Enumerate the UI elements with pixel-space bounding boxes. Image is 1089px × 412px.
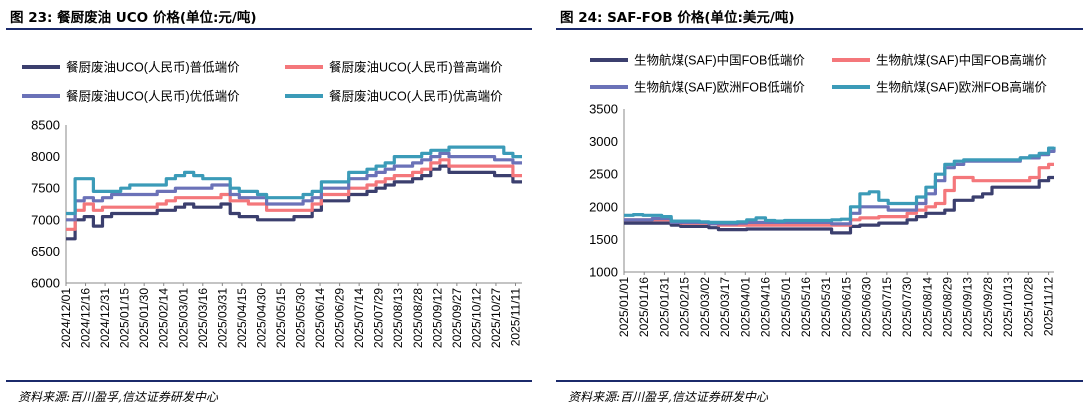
x-tick-label: 2025/08/14 bbox=[920, 277, 934, 337]
y-tick-label: 3000 bbox=[589, 134, 618, 149]
x-tick-label: 2025/01/30 bbox=[137, 288, 151, 348]
x-tick-label: 2025/03/17 bbox=[718, 277, 732, 337]
source-note: 资料来源:百川盈孚,信达证券研发中心 bbox=[18, 390, 218, 404]
x-tick-label: 2025/01/15 bbox=[118, 288, 132, 348]
x-tick-label: 2025/06/14 bbox=[313, 288, 327, 348]
legend-label: 生物航煤(SAF)欧洲FOB高端价 bbox=[876, 80, 1047, 95]
x-tick-label: 2025/01/01 bbox=[617, 277, 631, 337]
x-tick-label: 2025/03/31 bbox=[215, 288, 229, 348]
x-tick-label: 2025/06/29 bbox=[333, 288, 347, 348]
x-tick-label: 2025/03/16 bbox=[196, 288, 210, 348]
x-tick-label: 2025/01/31 bbox=[657, 277, 671, 337]
x-tick-label: 2025/05/16 bbox=[799, 277, 813, 337]
x-tick-label: 2025/10/12 bbox=[469, 288, 483, 348]
x-tick-label: 2025/04/01 bbox=[738, 277, 752, 337]
y-tick-label: 7500 bbox=[31, 181, 60, 196]
x-tick-label: 2025/04/16 bbox=[759, 277, 773, 337]
x-tick-label: 2025/10/13 bbox=[1001, 277, 1015, 337]
x-tick-label: 2025/07/15 bbox=[880, 277, 894, 337]
x-tick-label: 2025/10/28 bbox=[1021, 277, 1035, 337]
x-tick-label: 2025/05/31 bbox=[819, 277, 833, 337]
x-tick-label: 2025/06/15 bbox=[839, 277, 853, 337]
figure-title: 图 24: SAF-FOB 价格(单位:美元/吨) bbox=[560, 10, 795, 26]
legend-label: 餐厨废油UCO(人民币)普高端价 bbox=[329, 60, 503, 75]
series-line bbox=[624, 146, 1056, 224]
x-tick-label: 2025/05/15 bbox=[274, 288, 288, 348]
x-tick-label: 2025/02/14 bbox=[157, 288, 171, 348]
y-tick-label: 7000 bbox=[31, 212, 60, 227]
legend-label: 生物航煤(SAF)中国FOB低端价 bbox=[634, 53, 805, 68]
x-tick-label: 2025/10/27 bbox=[489, 288, 503, 348]
x-tick-label: 2025/11/11 bbox=[508, 288, 522, 347]
x-tick-label: 2025/02/15 bbox=[678, 277, 692, 337]
y-tick-label: 2000 bbox=[589, 199, 618, 214]
x-tick-label: 2025/08/28 bbox=[411, 288, 425, 348]
saf-fob-price-chart: 1000 1500 2000 2500 3000 3500 2025/01/01 2025/0… bbox=[589, 53, 1056, 338]
x-tick-label: 2025/09/12 bbox=[430, 288, 444, 348]
figure-title: 图 23: 餐厨废油 UCO 价格(单位:元/吨) bbox=[10, 10, 257, 26]
source-rule bbox=[6, 380, 532, 382]
y-tick-label: 1000 bbox=[589, 265, 618, 280]
uco-price-chart: 6000 6500 7000 7500 8000 8500 2024/12/01 2024/1… bbox=[22, 60, 522, 348]
legend-label: 生物航煤(SAF)中国FOB高端价 bbox=[876, 53, 1047, 68]
series-line bbox=[66, 164, 522, 241]
x-tick-label: 2025/04/30 bbox=[254, 288, 268, 348]
x-tick-label: 2025/11/12 bbox=[1042, 277, 1056, 336]
legend-label: 生物航煤(SAF)欧洲FOB低端价 bbox=[634, 80, 805, 95]
series-line bbox=[66, 151, 522, 222]
series-line bbox=[624, 175, 1054, 235]
y-tick-label: 3500 bbox=[589, 102, 618, 117]
source-note: 资料来源:百川盈孚,信达证券研发中心 bbox=[568, 390, 768, 404]
figure-24: 图 24: SAF-FOB 价格(单位:美元/吨) 1000 1500 2000 25… bbox=[550, 0, 1089, 412]
y-tick-label: 8000 bbox=[31, 149, 60, 164]
legend-label: 餐厨废油UCO(人民币)优高端价 bbox=[329, 89, 503, 104]
x-tick-label: 2025/06/30 bbox=[860, 277, 874, 337]
legend-label: 餐厨废油UCO(人民币)普低端价 bbox=[66, 60, 240, 75]
x-tick-label: 2025/08/29 bbox=[941, 277, 955, 337]
title-rule bbox=[556, 28, 1083, 30]
x-tick-label: 2025/09/13 bbox=[961, 277, 975, 337]
x-tick-label: 2024/12/16 bbox=[79, 288, 93, 348]
y-tick-label: 2500 bbox=[589, 167, 618, 182]
x-tick-label: 2025/09/28 bbox=[981, 277, 995, 337]
y-tick-label: 1500 bbox=[589, 232, 618, 247]
series-line bbox=[66, 145, 522, 216]
y-tick-label: 6000 bbox=[31, 276, 60, 291]
x-tick-label: 2025/01/16 bbox=[637, 277, 651, 337]
x-tick-label: 2025/04/15 bbox=[235, 288, 249, 348]
legend-label: 餐厨废油UCO(人民币)优低端价 bbox=[66, 89, 240, 104]
x-tick-label: 2025/05/01 bbox=[779, 277, 793, 337]
x-tick-label: 2025/05/30 bbox=[294, 288, 308, 348]
x-tick-label: 2025/07/29 bbox=[372, 288, 386, 348]
x-tick-label: 2025/07/14 bbox=[352, 288, 366, 348]
source-rule bbox=[556, 380, 1083, 382]
x-tick-label: 2025/07/30 bbox=[900, 277, 914, 337]
series-line bbox=[66, 158, 522, 231]
x-tick-label: 2024/12/31 bbox=[98, 288, 112, 348]
x-tick-label: 2025/08/13 bbox=[391, 288, 405, 348]
y-tick-label: 6500 bbox=[31, 244, 60, 259]
x-tick-label: 2025/09/27 bbox=[450, 288, 464, 348]
x-tick-label: 2025/03/01 bbox=[176, 288, 190, 348]
y-tick-label: 8500 bbox=[31, 118, 60, 133]
x-tick-label: 2024/12/01 bbox=[59, 288, 73, 348]
title-rule bbox=[6, 28, 532, 30]
figure-23: 图 23: 餐厨废油 UCO 价格(单位:元/吨) 6000 6500 7000 75… bbox=[0, 0, 538, 412]
x-tick-label: 2025/03/02 bbox=[698, 277, 712, 337]
